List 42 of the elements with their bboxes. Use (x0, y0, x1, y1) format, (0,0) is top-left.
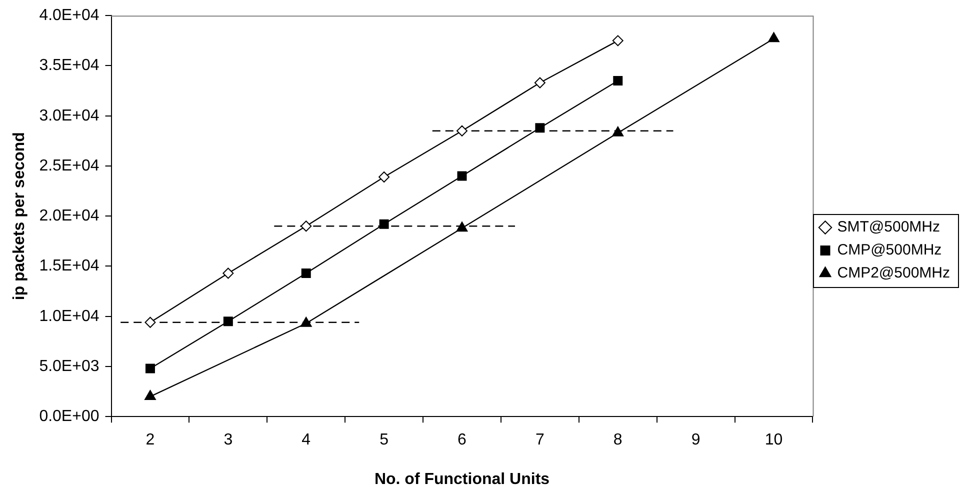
point (613, 76, 623, 86)
point (535, 123, 545, 133)
point (612, 126, 624, 136)
y-tick-label: 4.0E+04 (39, 7, 100, 24)
y-tick-label: 2.5E+04 (39, 157, 100, 174)
legend-label: CMP@500MHz (837, 242, 942, 259)
y-tick-label: 3.5E+04 (39, 57, 100, 74)
point (456, 125, 468, 136)
point (457, 171, 467, 181)
x-tick-label: 7 (535, 432, 544, 449)
point (300, 220, 312, 232)
x-tick-label: 2 (146, 432, 155, 449)
point (456, 222, 468, 232)
legend-label: CMP2@500MHz (837, 264, 950, 282)
point (301, 268, 311, 278)
x-tick-label: 8 (613, 432, 622, 449)
legend-label: SMT@500MHz (837, 218, 940, 236)
point (378, 172, 390, 183)
y-tick-label: 5.0E+03 (39, 358, 100, 375)
point (144, 390, 156, 400)
point (144, 316, 156, 328)
point (768, 32, 780, 42)
x-tick-label: 6 (458, 432, 467, 449)
x-tick-label: 4 (302, 432, 311, 449)
point (612, 35, 624, 46)
y-tick-label: 1.0E+04 (39, 308, 100, 325)
point (145, 364, 155, 374)
point (300, 316, 312, 327)
x-tick-label: 3 (224, 432, 233, 449)
y-tick-label: 1.5E+04 (39, 258, 100, 275)
x-tick-label: 9 (691, 432, 700, 449)
y-tick-label: 3.0E+04 (39, 107, 100, 124)
x-tick-label: 10 (764, 432, 783, 449)
y-tick-label: 2.0E+04 (39, 208, 100, 225)
point (534, 77, 546, 88)
y-tick-label: 0.0E+00 (39, 408, 100, 426)
x-axis-title: No. of Functional Units (374, 470, 550, 488)
point (223, 316, 233, 326)
y-axis-title: ip packets per second (11, 132, 28, 300)
x-tick-label: 5 (380, 432, 389, 449)
point (222, 268, 234, 279)
point (379, 219, 389, 229)
